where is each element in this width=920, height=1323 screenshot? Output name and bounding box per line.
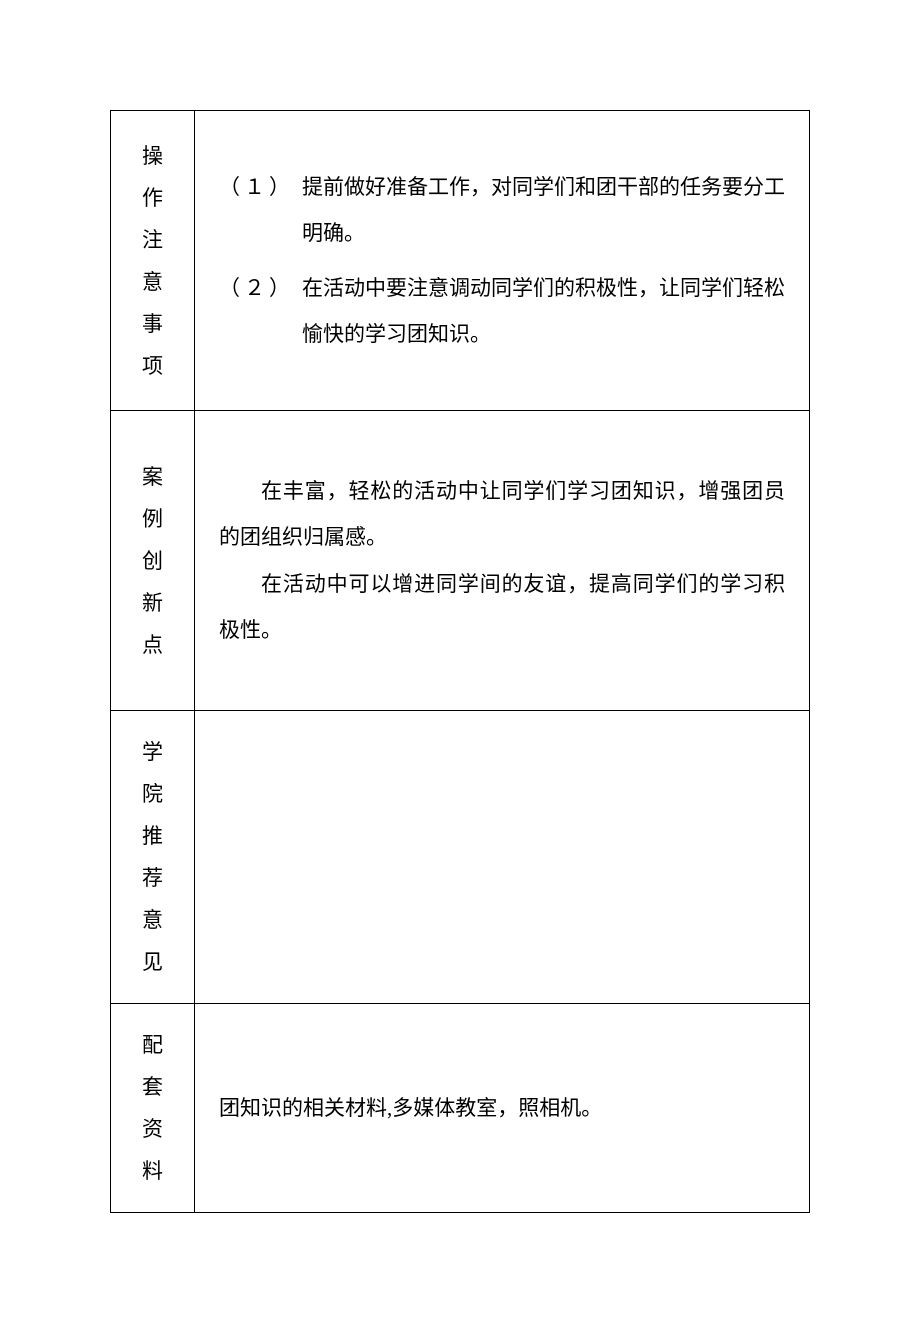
list-item-text: 在活动中要注意调动同学们的积极性，让同学们轻松愉快的学习团知识。 [302, 265, 785, 357]
list-item-number: （１） [219, 164, 302, 210]
row-label: 案例创新点 [142, 456, 163, 666]
table-row: 案例创新点 在丰富，轻松的活动中让同学们学习团知识，增强团员的团组织归属感。 在… [111, 411, 810, 711]
ordered-list: （１） 提前做好准备工作，对同学们和团干部的任务要分工明确。 （２） 在活动中要… [219, 164, 785, 357]
table-row: 操作注意事项 （１） 提前做好准备工作，对同学们和团干部的任务要分工明确。 （２… [111, 111, 810, 411]
content-cell-supporting-materials: 团知识的相关材料,多媒体教室，照相机。 [195, 1004, 810, 1213]
table-row: 学院推荐意见 [111, 711, 810, 1004]
label-cell-college-recommendation: 学院推荐意见 [111, 711, 195, 1004]
list-item: （２） 在活动中要注意调动同学们的积极性，让同学们轻松愉快的学习团知识。 [219, 265, 785, 357]
row-label: 配套资料 [142, 1024, 163, 1192]
label-cell-supporting-materials: 配套资料 [111, 1004, 195, 1213]
list-item-text: 提前做好准备工作，对同学们和团干部的任务要分工明确。 [302, 164, 785, 256]
paragraph: 在活动中可以增进同学间的友谊，提高同学们的学习积极性。 [219, 561, 785, 653]
info-table: 操作注意事项 （１） 提前做好准备工作，对同学们和团干部的任务要分工明确。 （２… [110, 110, 810, 1213]
list-item: （１） 提前做好准备工作，对同学们和团干部的任务要分工明确。 [219, 164, 785, 256]
paragraph: 在丰富，轻松的活动中让同学们学习团知识，增强团员的团组织归属感。 [219, 468, 785, 560]
label-cell-operation-notes: 操作注意事项 [111, 111, 195, 411]
label-cell-innovation-points: 案例创新点 [111, 411, 195, 711]
plain-text: 团知识的相关材料,多媒体教室，照相机。 [219, 1096, 602, 1120]
content-cell-college-recommendation [195, 711, 810, 1004]
list-item-number: （２） [219, 265, 302, 311]
document-page: 操作注意事项 （１） 提前做好准备工作，对同学们和团干部的任务要分工明确。 （２… [0, 110, 920, 1213]
content-cell-innovation-points: 在丰富，轻松的活动中让同学们学习团知识，增强团员的团组织归属感。 在活动中可以增… [195, 411, 810, 711]
row-label: 学院推荐意见 [142, 731, 163, 983]
row-label: 操作注意事项 [142, 135, 163, 387]
table-row: 配套资料 团知识的相关材料,多媒体教室，照相机。 [111, 1004, 810, 1213]
content-cell-operation-notes: （１） 提前做好准备工作，对同学们和团干部的任务要分工明确。 （２） 在活动中要… [195, 111, 810, 411]
